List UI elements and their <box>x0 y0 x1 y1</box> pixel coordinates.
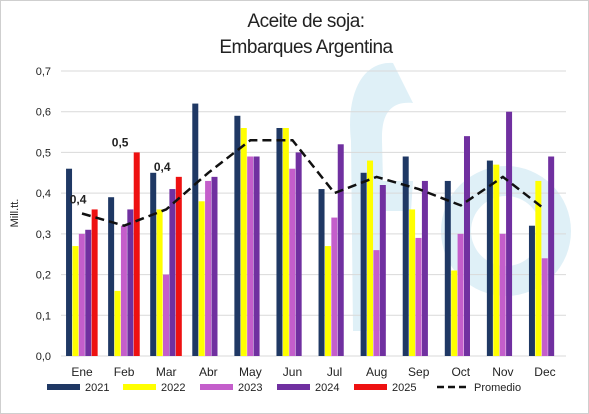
x-tick-labels: Ene Feb Mar Abr May Jun Jul Aug Sep Oct Nov Dec <box>71 365 555 379</box>
bar-2022-Aug <box>367 160 374 356</box>
bar-2023-Oct <box>457 233 464 356</box>
bar-2024-Feb <box>127 209 134 356</box>
y-tick-label: 0,3 <box>36 229 51 241</box>
bar-2021-Sep <box>402 156 409 356</box>
y-tick-labels: 0,0 0,1 0,2 0,3 0,4 0,5 0,6 0,7 <box>36 66 51 363</box>
legend-swatch-2022 <box>123 384 156 390</box>
x-tick-label: Ene <box>71 365 93 379</box>
bar-2024-Aug <box>379 185 386 356</box>
bar-2023-Sep <box>415 237 422 356</box>
x-tick-label: Mar <box>156 365 177 379</box>
data-label: 0,5 <box>112 135 129 149</box>
bar-2022-May <box>240 128 247 356</box>
legend-label: Promedio <box>474 382 521 394</box>
bar-2022-Mar <box>156 209 163 356</box>
x-tick-label: Nov <box>492 365 513 379</box>
legend-swatch-2024 <box>277 384 310 390</box>
y-tick-label: 0,2 <box>36 270 51 282</box>
x-tick-label: Jul <box>327 365 342 379</box>
bar-2021-Aug <box>360 172 367 356</box>
data-label: 0,4 <box>70 192 87 206</box>
average-line <box>81 138 546 228</box>
bar-2024-Mar <box>169 189 176 356</box>
x-tick-label: Feb <box>114 365 135 379</box>
x-tick-label: Abr <box>199 365 218 379</box>
bar-2023-Nov <box>499 233 506 356</box>
bar-2024-Abr <box>211 176 218 356</box>
x-tick-label: Dec <box>534 365 555 379</box>
bar-2021-Ene <box>66 168 73 356</box>
bar-2024-Ene <box>85 229 92 356</box>
bar-2024-Oct <box>463 136 470 356</box>
x-tick-label: Oct <box>451 365 470 379</box>
bar-2023-Aug <box>373 250 380 356</box>
legend-label: 2024 <box>315 382 339 394</box>
y-tick-label: 0,5 <box>36 147 51 159</box>
bar-2021-Jun <box>276 128 283 356</box>
x-tick-label: Sep <box>408 365 430 379</box>
legend-swatch-2021 <box>47 384 80 390</box>
annotations: 0,4 0,5 0,4 <box>70 135 171 206</box>
chart-subtitle: Embarques Argentina <box>219 37 393 58</box>
legend-label: 2021 <box>85 382 109 394</box>
bar-2023-Ene <box>78 233 85 356</box>
bar-2024-Dec <box>548 156 555 356</box>
bar-2024-May <box>253 156 260 356</box>
y-tick-label: 0,0 <box>36 351 51 363</box>
y-axis-label: Mill.tt. <box>9 199 21 228</box>
y-tick-label: 0,6 <box>36 107 51 119</box>
bar-2022-Abr <box>198 201 205 356</box>
legend-swatch-2025 <box>354 384 387 390</box>
bar-2021-Dec <box>528 225 535 356</box>
bar-2025-Mar <box>175 176 182 356</box>
bar-2024-Nov <box>506 111 513 356</box>
legend-swatch-2023 <box>200 384 233 390</box>
bar-2023-Jun <box>289 168 296 356</box>
bar-2023-Mar <box>163 274 170 356</box>
average-line-path <box>81 138 546 228</box>
bar-2024-Jul <box>337 144 344 356</box>
y-tick-label: 0,4 <box>36 188 51 200</box>
x-tick-label: May <box>239 365 262 379</box>
bar-2022-Nov <box>493 164 500 356</box>
bar-2021-Oct <box>444 180 451 356</box>
bar-2023-Feb <box>120 225 127 356</box>
bar-2021-Nov <box>486 160 493 356</box>
legend-label: 2023 <box>238 382 262 394</box>
bar-2023-Abr <box>205 180 212 356</box>
bar-2025-Feb <box>133 152 140 356</box>
legend-label: 2025 <box>392 382 416 394</box>
bar-2022-Jun <box>282 128 289 356</box>
data-label: 0,4 <box>154 160 171 174</box>
y-tick-label: 0,7 <box>36 66 51 78</box>
x-tick-label: Jun <box>283 365 302 379</box>
bar-2023-Jul <box>331 217 338 356</box>
bar-2023-Dec <box>541 258 548 356</box>
chart-title: Aceite de soja: <box>247 11 364 32</box>
bar-2022-Jul <box>324 246 331 356</box>
bar-2023-May <box>247 156 254 356</box>
bar-2021-May <box>234 115 241 357</box>
legend: 2021 2022 2023 2024 2025 Promedio <box>47 382 521 394</box>
bar-2021-Abr <box>192 103 199 356</box>
bar-2022-Oct <box>451 270 458 356</box>
gridlines <box>61 70 566 357</box>
bar-2021-Feb <box>108 197 115 356</box>
bar-2021-Jul <box>318 189 325 356</box>
x-tick-label: Aug <box>366 365 387 379</box>
bar-2022-Ene <box>72 246 79 356</box>
bar-2022-Feb <box>114 290 121 356</box>
bar-2021-Mar <box>150 172 157 356</box>
bar-2022-Sep <box>409 209 416 356</box>
bar-2025-Ene <box>91 209 98 356</box>
legend-label: 2022 <box>161 382 185 394</box>
bars <box>66 103 555 357</box>
bar-2024-Sep <box>421 180 428 356</box>
y-tick-label: 0,1 <box>36 310 51 322</box>
bar-2024-Jun <box>295 152 302 356</box>
bar-2022-Dec <box>535 180 542 356</box>
